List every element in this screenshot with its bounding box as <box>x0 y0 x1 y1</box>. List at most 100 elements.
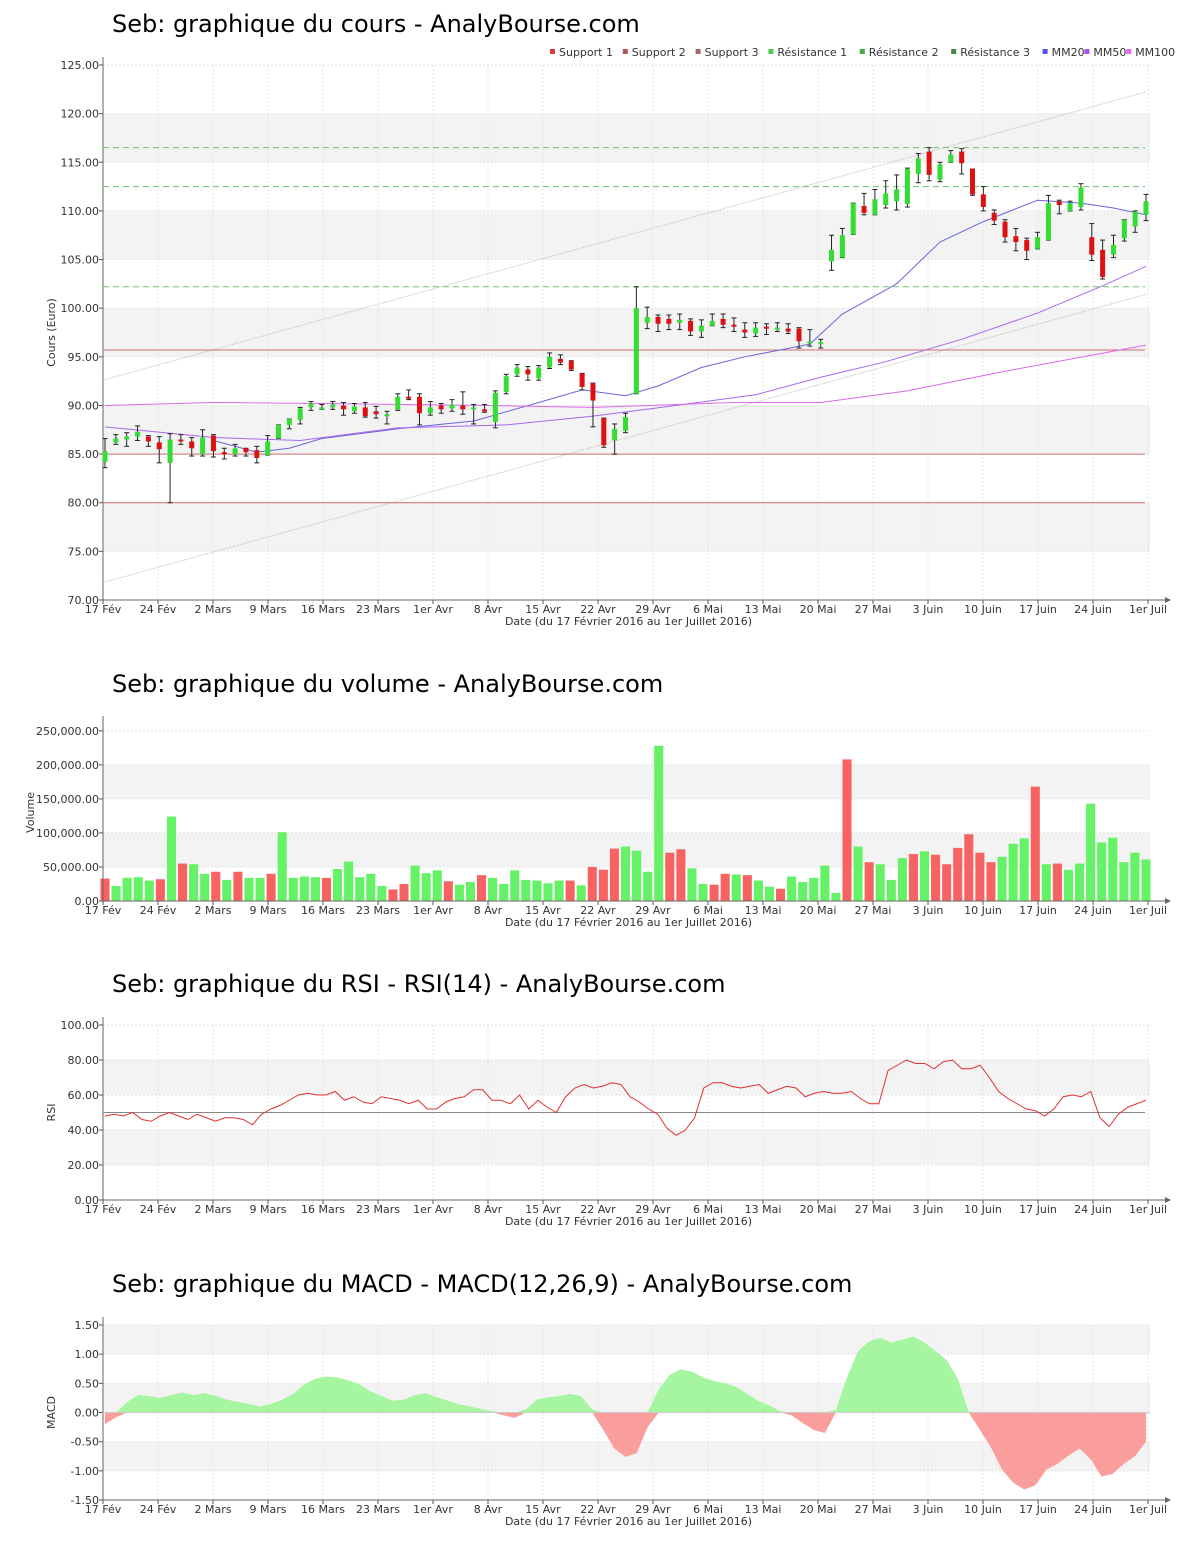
legend-marker <box>695 49 701 54</box>
rsi-y-tick-label: 0.00 <box>75 1194 100 1207</box>
volume-bar <box>864 862 874 901</box>
volume-bar <box>222 879 232 901</box>
channel-upper-line <box>102 91 1146 381</box>
candle-body <box>785 328 791 332</box>
candle-body <box>427 407 433 414</box>
candle-body <box>742 329 748 333</box>
volume-bar <box>521 879 531 901</box>
volume-bar <box>698 883 708 901</box>
volume-x-tick-label: 29 Avr <box>635 904 671 917</box>
volume-chart: 0.00 50,000.00 100,000.00 150,000.00 200,000… <box>24 716 1171 929</box>
volume-bar <box>355 877 365 901</box>
price-y-tick-label: 115.00 <box>61 156 100 169</box>
macd-x-tick-label: 22 Avr <box>580 1503 616 1516</box>
price-x-tick-label: 17 Fév <box>85 603 122 616</box>
candle-body <box>1013 236 1019 243</box>
candle-body <box>970 169 975 195</box>
price-grid-band <box>103 210 1150 260</box>
price-y-tick-label: 80.00 <box>68 497 100 510</box>
macd-x-tick-label: 9 Mars <box>250 1503 287 1516</box>
volume-bar <box>1130 852 1140 901</box>
rsi-y-tick-label: 20.00 <box>68 1159 100 1172</box>
volume-x-tick-label: 17 Fév <box>85 904 122 917</box>
volume-bar <box>908 854 918 901</box>
candle-body <box>666 318 672 324</box>
candle-body <box>655 316 661 324</box>
volume-bar <box>731 874 741 901</box>
price-chart-panel: Seb: graphique du cours - AnalyBourse.co… <box>0 0 1200 640</box>
volume-bar <box>875 864 885 901</box>
candle-body <box>102 451 108 462</box>
volume-bar <box>931 854 941 901</box>
candle-body <box>373 411 379 415</box>
rsi-x-tick-label: 10 Juin <box>964 1203 1002 1216</box>
rsi-x-tick-label: 17 Juin <box>1019 1203 1057 1216</box>
rsi-x-tick-label: 16 Mars <box>301 1203 345 1216</box>
price-x-tick-label: 1er Juil <box>1129 603 1167 616</box>
macd-chart-panel: Seb: graphique du MACD - MACD(12,26,9) -… <box>0 1260 1200 1550</box>
volume-bar <box>897 858 907 901</box>
price-x-tick-label: 2 Mars <box>195 603 232 616</box>
volume-bar <box>476 875 487 901</box>
volume-bar <box>1075 863 1085 901</box>
volume-x-tick-label: 27 Mai <box>855 904 892 917</box>
legend-marker <box>1126 49 1132 54</box>
candle-body <box>492 392 498 422</box>
price-y-tick-label: 125.00 <box>61 59 100 72</box>
price-chart-title: Seb: graphique du cours - AnalyBourse.co… <box>112 10 640 38</box>
macd-x-tick-label: 2 Mars <box>195 1503 232 1516</box>
legend-marker <box>550 49 555 54</box>
volume-bar <box>344 861 354 901</box>
legend-item: MM100 <box>1135 46 1175 59</box>
volume-bar <box>742 875 752 901</box>
rsi-x-tick-label: 24 Juin <box>1074 1203 1112 1216</box>
volume-chart-title: Seb: graphique du volume - AnalyBourse.c… <box>112 670 664 698</box>
candle-body <box>623 417 628 431</box>
candle-body <box>807 341 813 344</box>
candle-body <box>514 367 520 375</box>
candle-body <box>926 151 932 175</box>
volume-bar <box>443 881 453 901</box>
volume-bar <box>842 759 852 901</box>
candle-body <box>731 324 737 327</box>
price-x-tick-label: 10 Juin <box>964 603 1002 616</box>
volume-bar <box>632 850 642 901</box>
macd-x-tick-label: 17 Fév <box>85 1503 122 1516</box>
volume-y-tick-label: 150,000.00 <box>36 793 99 806</box>
volume-x-tick-label: 22 Avr <box>580 904 616 917</box>
rsi-x-tick-label: 1er Avr <box>413 1203 453 1216</box>
candle-body <box>1045 203 1051 241</box>
volume-bar <box>598 869 608 901</box>
candle-body <box>330 404 336 408</box>
price-y-tick-label: 70.00 <box>68 594 100 607</box>
volume-bar <box>776 888 786 901</box>
macd-x-tick-label: 13 Mai <box>745 1503 782 1516</box>
candle-body <box>850 203 856 235</box>
candle-body <box>254 450 260 458</box>
candle-body <box>1056 201 1062 206</box>
volume-x-tick-label: 23 Mars <box>356 904 400 917</box>
legend-marker <box>951 49 957 54</box>
volume-bar <box>532 880 542 901</box>
candle-body <box>579 373 585 387</box>
volume-bar <box>1008 843 1018 901</box>
volume-bar <box>499 883 509 901</box>
candle-body <box>601 418 607 446</box>
price-x-tick-label: 8 Avr <box>474 603 503 616</box>
price-y-tick-label: 105.00 <box>61 254 100 267</box>
price-y-tick-label: 90.00 <box>68 399 100 412</box>
volume-bar <box>831 892 841 901</box>
volume-bar <box>997 856 1007 901</box>
volume-bar <box>1030 786 1040 901</box>
volume-bar <box>798 881 808 901</box>
price-y-tick-label: 85.00 <box>68 448 100 461</box>
rsi-x-tick-label: 15 Avr <box>525 1203 561 1216</box>
macd-chart-title: Seb: graphique du MACD - MACD(12,26,9) -… <box>112 1270 853 1298</box>
candle-body <box>959 151 965 164</box>
moving-average-line <box>213 199 1147 453</box>
volume-bar <box>166 816 176 901</box>
candle-body <box>677 319 683 323</box>
candle-body <box>861 206 867 213</box>
candle-body <box>395 396 401 410</box>
rsi-chart-title: Seb: graphique du RSI - RSI(14) - AnalyB… <box>112 970 726 998</box>
